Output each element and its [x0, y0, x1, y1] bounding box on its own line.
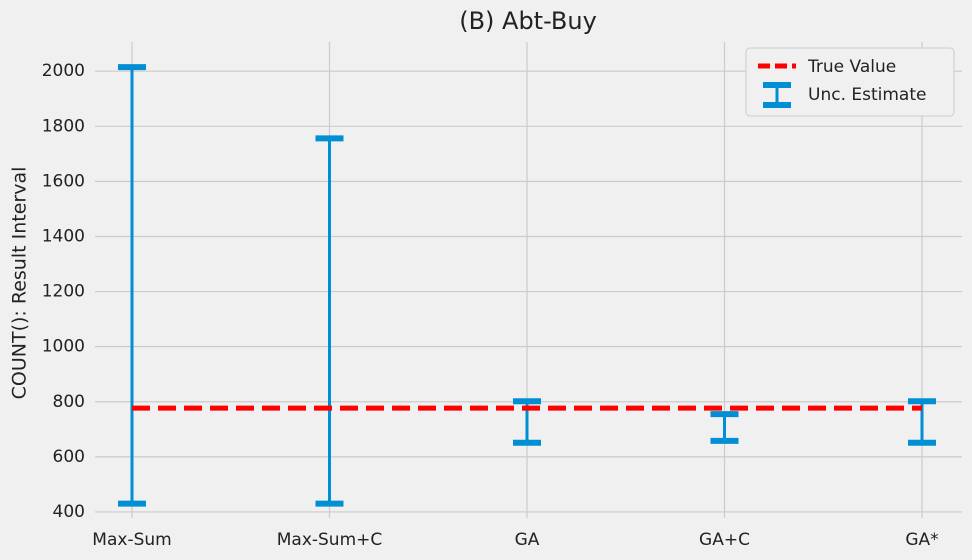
x-tick-label: Max-Sum	[92, 530, 171, 550]
y-tick-label: 1000	[42, 337, 85, 357]
y-tick-label: 1200	[42, 282, 85, 302]
y-tick-label: 1600	[42, 171, 85, 191]
x-tick-label: Max-Sum+C	[277, 530, 383, 550]
y-tick-label: 800	[53, 392, 85, 412]
y-tick-label: 400	[53, 502, 85, 522]
legend-box	[745, 47, 955, 117]
y-axis-label: COUNT(): Result Interval	[9, 167, 31, 400]
y-tick-label: 1800	[42, 116, 85, 136]
chart-title: (B) Abt-Buy	[459, 7, 597, 35]
legend-label: True Value	[807, 57, 896, 77]
x-tick-label: GA*	[905, 530, 938, 550]
x-tick-label: GA	[515, 530, 540, 550]
legend-label: Unc. Estimate	[808, 85, 926, 105]
y-tick-label: 600	[53, 447, 85, 467]
x-tick-label: GA+C	[699, 530, 750, 550]
y-tick-label: 2000	[42, 61, 85, 81]
y-tick-label: 1400	[42, 226, 85, 246]
